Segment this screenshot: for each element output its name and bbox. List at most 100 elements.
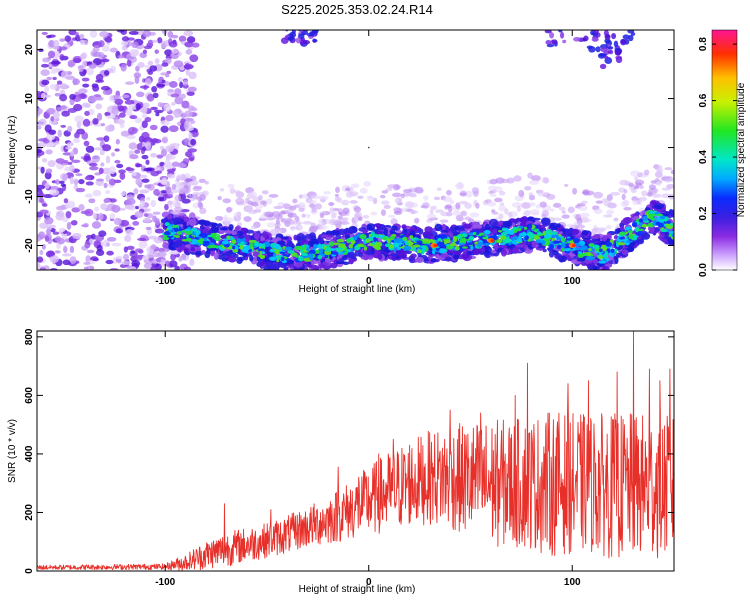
haze-blob: [518, 189, 525, 197]
noise-blob: [85, 181, 94, 186]
haze-blob: [654, 177, 660, 183]
snr-x-axis-label: Height of straight line (km): [299, 584, 416, 595]
noise-blob: [66, 141, 74, 147]
haze-blob: [166, 173, 176, 179]
noise-blob: [170, 93, 180, 98]
noise-blob: [183, 30, 194, 37]
band-core: [280, 256, 285, 262]
band-blob: [293, 234, 298, 241]
noise-blob: [137, 62, 145, 68]
haze-blob: [446, 189, 452, 196]
noise-blob: [188, 71, 197, 80]
noise-blob: [98, 40, 105, 48]
noise-blob: [79, 39, 85, 46]
haze-blob: [581, 191, 588, 195]
noise-blob: [59, 46, 68, 51]
haze-blob: [459, 200, 468, 205]
haze-blob: [464, 216, 472, 221]
haze-blob: [656, 168, 664, 173]
haze-blob: [413, 217, 420, 224]
haze-blob: [487, 201, 497, 207]
haze-blob: [408, 202, 419, 208]
noise-blob: [184, 63, 191, 70]
noise-blob: [60, 70, 69, 79]
noise-blob: [103, 70, 110, 76]
noise-blob: [160, 179, 168, 185]
haze-blob: [184, 192, 192, 197]
haze-blob: [397, 197, 403, 203]
noise-blob: [94, 206, 100, 212]
noise-blob: [96, 244, 103, 252]
spectrogram-x-tick-label: -100: [155, 276, 175, 287]
haze-blob: [302, 193, 309, 199]
band-core: [581, 245, 588, 251]
noise-blob: [164, 260, 171, 267]
noise-blob: [72, 78, 80, 85]
noise-blob: [60, 105, 67, 110]
band-core: [443, 239, 451, 244]
band-blob: [500, 248, 507, 257]
band-core: [386, 238, 391, 244]
band-blob: [494, 242, 499, 251]
band-core: [650, 213, 657, 217]
noise-blob: [64, 166, 71, 172]
haze-blob: [248, 191, 258, 198]
band-core: [544, 234, 552, 238]
edge-blob: [559, 31, 565, 39]
noise-blob: [69, 93, 76, 100]
noise-blob: [81, 224, 89, 228]
noise-blob: [137, 237, 147, 242]
noise-blob: [62, 152, 72, 156]
noise-blob: [147, 39, 154, 45]
noise-blob: [67, 61, 75, 68]
band-core: [649, 210, 655, 214]
haze-blob: [199, 194, 206, 201]
noise-blob: [47, 50, 56, 59]
noise-blob: [184, 110, 193, 118]
noise-blob: [102, 89, 113, 96]
noise-blob: [189, 258, 195, 267]
noise-blob: [115, 255, 124, 260]
band-core: [436, 241, 445, 247]
band-core: [574, 247, 581, 251]
noise-blob: [141, 113, 148, 119]
band-blob: [271, 263, 282, 269]
noise-blob: [53, 46, 60, 50]
band-blob: [466, 250, 472, 256]
band-core: [287, 249, 295, 254]
noise-blob: [124, 204, 135, 210]
band-core: [257, 248, 266, 252]
noise-blob: [147, 70, 154, 75]
band-blob: [344, 234, 351, 240]
noise-blob: [62, 217, 69, 223]
band-core: [173, 226, 179, 233]
band-core: [221, 240, 229, 245]
band-core: [295, 254, 299, 258]
snr-frame: [36, 330, 675, 572]
colorbar-tick-label: 0.4: [698, 150, 709, 164]
band-blob: [253, 232, 260, 240]
band-core: [470, 245, 474, 251]
band-blob: [423, 234, 430, 240]
noise-blob: [114, 148, 120, 152]
noise-blob: [141, 154, 149, 160]
haze-blob: [623, 206, 632, 211]
noise-blob: [121, 45, 128, 51]
haze-blob: [654, 171, 663, 178]
haze-blob: [561, 214, 570, 219]
haze-blob: [167, 191, 174, 197]
noise-blob: [111, 152, 116, 157]
haze-blob: [243, 205, 253, 213]
noise-blob: [49, 185, 59, 191]
peak-marker-core: [490, 239, 495, 243]
haze-blob: [442, 196, 453, 203]
noise-blob: [171, 102, 176, 106]
noise-blob: [152, 92, 159, 99]
noise-blob: [146, 196, 151, 201]
band-blob: [266, 251, 275, 258]
noise-blob: [146, 228, 153, 236]
noise-blob: [37, 142, 46, 149]
band-core: [260, 243, 266, 249]
band-core: [403, 236, 407, 240]
haze-blob: [258, 194, 263, 201]
